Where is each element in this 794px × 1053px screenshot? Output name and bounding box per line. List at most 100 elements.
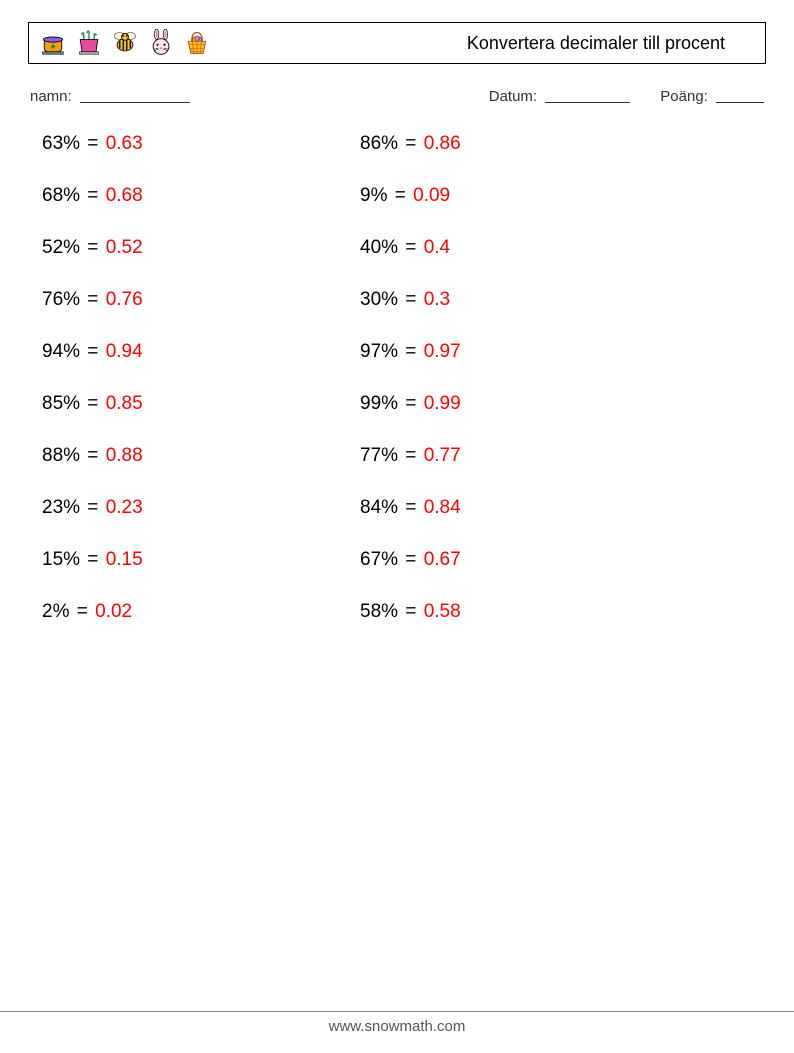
equals-sign: = (400, 133, 422, 154)
decimal-answer: 0.86 (424, 133, 461, 154)
footer: www.snowmath.com (0, 1011, 794, 1035)
decimal-answer: 0.85 (106, 393, 143, 414)
problem-item: 88% = 0.88 (42, 445, 342, 467)
problems-grid: 63% = 0.63 86% = 0.86 68% = 0.68 9% = 0.09 5… (28, 133, 766, 623)
percent-value: 97% (360, 341, 398, 362)
problem-item: 76% = 0.76 (42, 289, 342, 311)
percent-value: 77% (360, 445, 398, 466)
date-blank (545, 102, 630, 103)
percent-value: 84% (360, 497, 398, 518)
percent-value: 2% (42, 601, 69, 622)
problem-item: 52% = 0.52 (42, 237, 342, 259)
equals-sign: = (400, 445, 422, 466)
percent-value: 52% (42, 237, 80, 258)
problem-item: 58% = 0.58 (360, 601, 660, 623)
decimal-answer: 0.23 (106, 497, 143, 518)
problem-item: 84% = 0.84 (360, 497, 660, 519)
decimal-answer: 0.3 (424, 289, 450, 310)
problem-item: 97% = 0.97 (360, 341, 660, 363)
percent-value: 99% (360, 393, 398, 414)
percent-value: 30% (360, 289, 398, 310)
bunny-icon (147, 29, 175, 57)
date-label-text: Datum: (489, 88, 537, 105)
problem-item: 23% = 0.23 (42, 497, 342, 519)
decimal-answer: 0.97 (424, 341, 461, 362)
equals-sign: = (400, 237, 422, 258)
name-blank (80, 102, 190, 103)
cauldron-icon: ♣ (39, 29, 67, 57)
problem-item: 2% = 0.02 (42, 601, 342, 623)
bee-icon (111, 29, 139, 57)
score-label-text: Poäng: (660, 88, 708, 105)
decimal-answer: 0.84 (424, 497, 461, 518)
decimal-answer: 0.4 (424, 237, 450, 258)
equals-sign: = (82, 341, 104, 362)
problem-item: 63% = 0.63 (42, 133, 342, 155)
score-label: Poäng: (660, 88, 764, 105)
equals-sign: = (82, 393, 104, 414)
equals-sign: = (71, 601, 93, 622)
percent-value: 85% (42, 393, 80, 414)
equals-sign: = (389, 185, 411, 206)
basket-icon (183, 29, 211, 57)
decimal-answer: 0.94 (106, 341, 143, 362)
problem-item: 9% = 0.09 (360, 185, 660, 207)
svg-text:♣: ♣ (51, 43, 56, 50)
problem-item: 99% = 0.99 (360, 393, 660, 415)
equals-sign: = (400, 601, 422, 622)
equals-sign: = (400, 289, 422, 310)
decimal-answer: 0.99 (424, 393, 461, 414)
problem-item: 68% = 0.68 (42, 185, 342, 207)
equals-sign: = (82, 445, 104, 466)
problem-item: 67% = 0.67 (360, 549, 660, 571)
footer-url: www.snowmath.com (329, 1018, 466, 1035)
date-label: Datum: (489, 88, 631, 105)
equals-sign: = (82, 289, 104, 310)
info-row: namn: Datum: Poäng: (28, 88, 766, 105)
decimal-answer: 0.77 (424, 445, 461, 466)
score-blank (716, 102, 764, 103)
name-label-text: namn: (30, 88, 72, 105)
problem-item: 94% = 0.94 (42, 341, 342, 363)
equals-sign: = (400, 497, 422, 518)
decimal-answer: 0.58 (424, 601, 461, 622)
problem-item: 15% = 0.15 (42, 549, 342, 571)
percent-value: 23% (42, 497, 80, 518)
equals-sign: = (400, 341, 422, 362)
decimal-answer: 0.88 (106, 445, 143, 466)
worksheet-title: Konvertera decimaler till procent (467, 33, 755, 54)
decimal-answer: 0.63 (106, 133, 143, 154)
equals-sign: = (82, 237, 104, 258)
percent-value: 86% (360, 133, 398, 154)
percent-value: 15% (42, 549, 80, 570)
worksheet-page: ♣ (0, 0, 794, 1053)
percent-value: 40% (360, 237, 398, 258)
equals-sign: = (82, 133, 104, 154)
percent-value: 58% (360, 601, 398, 622)
decimal-answer: 0.15 (106, 549, 143, 570)
percent-value: 68% (42, 185, 80, 206)
decimal-answer: 0.02 (95, 601, 132, 622)
decimal-answer: 0.68 (106, 185, 143, 206)
percent-value: 88% (42, 445, 80, 466)
problem-item: 85% = 0.85 (42, 393, 342, 415)
problem-item: 30% = 0.3 (360, 289, 660, 311)
problem-item: 86% = 0.86 (360, 133, 660, 155)
name-label: namn: (30, 88, 190, 105)
percent-value: 63% (42, 133, 80, 154)
problem-item: 77% = 0.77 (360, 445, 660, 467)
percent-value: 67% (360, 549, 398, 570)
decimal-answer: 0.52 (106, 237, 143, 258)
decimal-answer: 0.67 (424, 549, 461, 570)
icon-row: ♣ (39, 29, 211, 57)
percent-value: 9% (360, 185, 387, 206)
problem-item: 40% = 0.4 (360, 237, 660, 259)
percent-value: 76% (42, 289, 80, 310)
header-box: ♣ (28, 22, 766, 64)
percent-value: 94% (42, 341, 80, 362)
equals-sign: = (400, 393, 422, 414)
equals-sign: = (82, 185, 104, 206)
equals-sign: = (82, 497, 104, 518)
decimal-answer: 0.09 (413, 185, 450, 206)
decimal-answer: 0.76 (106, 289, 143, 310)
